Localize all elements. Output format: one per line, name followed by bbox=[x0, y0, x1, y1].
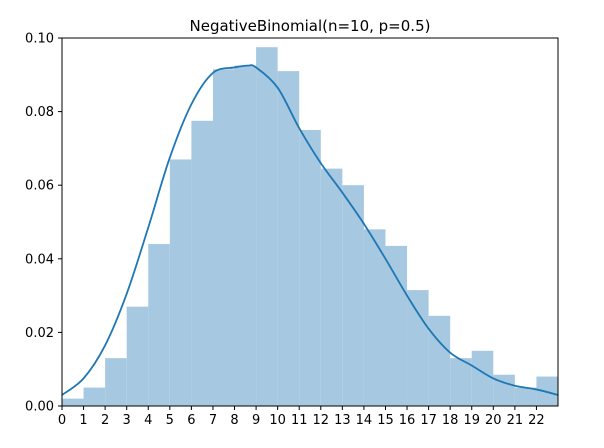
y-tick-label: 0.00 bbox=[25, 400, 54, 415]
x-tick-label: 16 bbox=[399, 413, 416, 428]
histogram-bar bbox=[256, 47, 278, 406]
histogram-bar bbox=[148, 244, 170, 406]
x-tick-label: 11 bbox=[291, 413, 308, 428]
histogram-bar bbox=[191, 120, 213, 406]
x-tick-label: 6 bbox=[187, 413, 195, 428]
histogram-bar bbox=[299, 130, 321, 406]
x-axis: 0 1 2 3 4 5 6 7 8 9 10 11 12 13 14 15 16 17 18 19 20 21 22 bbox=[58, 406, 545, 428]
x-tick-label: 14 bbox=[356, 413, 373, 428]
x-tick-label: 8 bbox=[230, 413, 238, 428]
histogram-bar bbox=[493, 374, 515, 406]
x-tick-label: 10 bbox=[269, 413, 286, 428]
histogram-bar bbox=[62, 398, 84, 406]
histogram-bar bbox=[212, 69, 235, 406]
x-tick-label: 5 bbox=[166, 413, 174, 428]
histogram-bar bbox=[385, 245, 408, 406]
y-tick-label: 0.04 bbox=[25, 252, 54, 267]
x-tick-label: 18 bbox=[442, 413, 459, 428]
x-tick-label: 3 bbox=[123, 413, 131, 428]
y-tick-label: 0.06 bbox=[25, 179, 54, 194]
histogram-bar bbox=[234, 65, 257, 406]
y-tick-label: 0.10 bbox=[25, 32, 54, 47]
x-tick-label: 22 bbox=[528, 413, 545, 428]
histogram-bar bbox=[450, 358, 472, 406]
x-tick-label: 12 bbox=[313, 413, 330, 428]
histogram-bar bbox=[514, 387, 537, 406]
histogram-bar bbox=[277, 71, 300, 406]
density-curve bbox=[62, 64, 558, 396]
x-tick-label: 13 bbox=[334, 413, 351, 428]
histogram-bar bbox=[363, 229, 386, 406]
histogram-bar bbox=[342, 185, 364, 406]
histogram-bar bbox=[407, 290, 429, 406]
histogram-bar bbox=[105, 358, 127, 406]
x-tick-label: 15 bbox=[377, 413, 394, 428]
x-tick-label: 2 bbox=[101, 413, 109, 428]
histogram-bar bbox=[320, 168, 343, 406]
x-tick-label: 20 bbox=[485, 413, 502, 428]
histogram-bar bbox=[169, 159, 192, 406]
histogram-bar bbox=[471, 350, 494, 406]
y-axis: 0.00 0.02 0.04 0.06 0.08 0.10 bbox=[25, 32, 62, 415]
x-tick-label: 21 bbox=[507, 413, 524, 428]
y-tick-label: 0.02 bbox=[25, 326, 54, 341]
x-tick-label: 4 bbox=[144, 413, 152, 428]
y-tick-label: 0.08 bbox=[25, 105, 54, 120]
histogram-bars bbox=[62, 47, 558, 406]
x-tick-label: 19 bbox=[463, 413, 480, 428]
histogram-bar bbox=[126, 306, 149, 406]
x-tick-label: 7 bbox=[209, 413, 217, 428]
plot-frame bbox=[61, 37, 559, 407]
histogram-bar bbox=[83, 387, 106, 406]
x-tick-label: 0 bbox=[58, 413, 66, 428]
chart-title: NegativeBinomial(n=10, p=0.5) bbox=[190, 17, 431, 35]
histogram-bar bbox=[428, 315, 451, 406]
x-tick-label: 9 bbox=[252, 413, 260, 428]
x-tick-label: 17 bbox=[420, 413, 437, 428]
x-tick-label: 1 bbox=[79, 413, 87, 428]
